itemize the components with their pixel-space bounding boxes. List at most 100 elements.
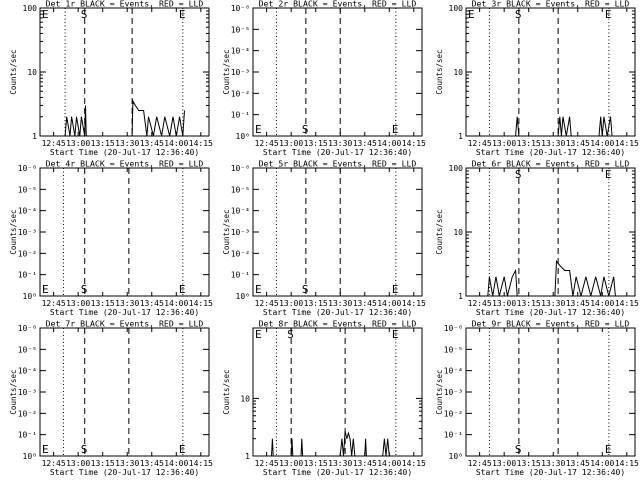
y-tick-label: 1 (458, 292, 463, 301)
x-tick-label: 13:30 (115, 299, 139, 308)
y-tick-label: 10⁻⁶ (231, 4, 250, 13)
x-tick-label: 13:15 (91, 459, 115, 468)
marker-label: S (515, 168, 522, 181)
y-tick-label: 10⁻⁵ (231, 25, 250, 34)
x-tick-label: 13:15 (304, 139, 328, 148)
x-tick-label: 14:00 (377, 459, 401, 468)
marker-label: S (81, 443, 88, 456)
y-tick-label: 10⁻⁶ (18, 164, 37, 173)
y-axis-label: Counts/sec (435, 49, 444, 94)
y-tick-label: 10 (453, 68, 463, 77)
x-tick-label: 14:15 (615, 459, 639, 468)
y-tick-label: 10⁻⁶ (444, 324, 463, 333)
marker-label: E (255, 283, 262, 296)
panel-title: Det 1r BLACK = Events, RED = LLD (46, 0, 204, 9)
marker-label: E (605, 168, 612, 181)
plot-frame (252, 167, 423, 297)
y-tick-label: 10⁻¹ (444, 431, 463, 440)
x-tick-label: 12:45 (42, 459, 66, 468)
x-tick-label: 13:30 (115, 459, 139, 468)
x-tick-label: 13:00 (66, 139, 90, 148)
marker-label: E (392, 283, 399, 296)
y-tick-label: 10⁻³ (18, 388, 37, 397)
y-axis-label: Counts/sec (9, 49, 18, 94)
y-tick-label: 10⁻⁵ (18, 185, 37, 194)
y-tick-label: 10⁻² (444, 409, 463, 418)
x-tick-label: 13:15 (91, 139, 115, 148)
y-tick-label: 1 (32, 132, 37, 141)
y-axis-label: Counts/sec (222, 49, 231, 94)
x-tick-label: 13:30 (541, 139, 565, 148)
y-tick-label: 10⁻⁵ (444, 345, 463, 354)
marker-label: E (42, 8, 49, 21)
x-tick-label: 13:15 (517, 459, 541, 468)
x-tick-label: 12:45 (468, 139, 492, 148)
y-tick-label: 10⁻⁵ (231, 185, 250, 194)
series-line (64, 99, 185, 137)
x-tick-label: 13:15 (304, 299, 328, 308)
marker-label: E (179, 283, 186, 296)
panel-title: Det 4r BLACK = Events, RED = LLD (46, 159, 204, 169)
marker-label: E (179, 8, 186, 21)
x-axis-label: Start Time (20-Jul-17 12:36:40) (476, 468, 625, 477)
y-tick-label: 10⁻⁴ (18, 207, 37, 216)
y-axis-label: Counts/sec (9, 209, 18, 254)
series-line (515, 116, 613, 137)
y-tick-label: 10⁻¹ (231, 111, 250, 120)
y-tick-label: 100 (449, 164, 464, 173)
y-tick-label: 100 (23, 4, 38, 13)
x-axis-label: Start Time (20-Jul-17 12:36:40) (50, 308, 199, 317)
x-axis-label: Start Time (20-Jul-17 12:36:40) (263, 148, 412, 157)
plot-frame (465, 167, 636, 297)
x-tick-label: 13:00 (279, 459, 303, 468)
x-axis-label: Start Time (20-Jul-17 12:36:40) (263, 308, 412, 317)
x-tick-label: 13:15 (304, 459, 328, 468)
y-tick-label: 100 (449, 4, 464, 13)
x-axis-label: Start Time (20-Jul-17 12:36:40) (50, 148, 199, 157)
y-tick-label: 10 (453, 228, 463, 237)
x-tick-label: 13:00 (492, 459, 516, 468)
y-tick-label: 10⁻⁶ (18, 324, 37, 333)
y-tick-label: 10 (240, 394, 250, 403)
y-tick-label: 10⁻¹ (18, 271, 37, 280)
x-tick-label: 14:00 (590, 139, 614, 148)
x-tick-label: 13:45 (566, 299, 590, 308)
y-axis-label: Counts/sec (9, 369, 18, 414)
x-tick-label: 13:00 (66, 459, 90, 468)
y-tick-label: 10⁰ (23, 452, 37, 461)
marker-label: E (392, 328, 399, 341)
x-tick-label: 13:45 (140, 139, 164, 148)
y-tick-label: 10⁻² (18, 409, 37, 418)
x-tick-label: 13:15 (517, 299, 541, 308)
plot-frame (39, 327, 210, 457)
x-tick-label: 14:15 (402, 459, 426, 468)
x-tick-label: 13:00 (492, 299, 516, 308)
x-tick-label: 13:30 (328, 299, 352, 308)
panel-title: Det 6r BLACK = Events, RED = LLD (472, 159, 630, 169)
y-tick-label: 10⁻⁴ (18, 367, 37, 376)
y-tick-label: 10⁻⁶ (231, 164, 250, 173)
marker-label: S (287, 328, 294, 341)
x-tick-label: 13:45 (353, 299, 377, 308)
y-tick-label: 10⁻⁴ (444, 367, 463, 376)
y-tick-label: 1 (458, 132, 463, 141)
x-tick-label: 12:45 (255, 299, 279, 308)
x-tick-label: 14:00 (377, 299, 401, 308)
x-tick-label: 14:15 (402, 139, 426, 148)
panel-title: Det 2r BLACK = Events, RED = LLD (259, 0, 417, 9)
x-tick-label: 14:15 (615, 299, 639, 308)
x-tick-label: 12:45 (42, 299, 66, 308)
marker-label: E (392, 123, 399, 136)
plot-frame (465, 327, 636, 457)
plot-frame (465, 7, 636, 137)
series-line (487, 259, 616, 297)
x-tick-label: 12:45 (42, 139, 66, 148)
panel-title: Det 3r BLACK = Events, RED = LLD (472, 0, 630, 9)
x-tick-label: 14:00 (164, 299, 188, 308)
x-tick-label: 12:45 (468, 299, 492, 308)
x-tick-label: 13:30 (328, 459, 352, 468)
x-tick-label: 14:00 (590, 459, 614, 468)
